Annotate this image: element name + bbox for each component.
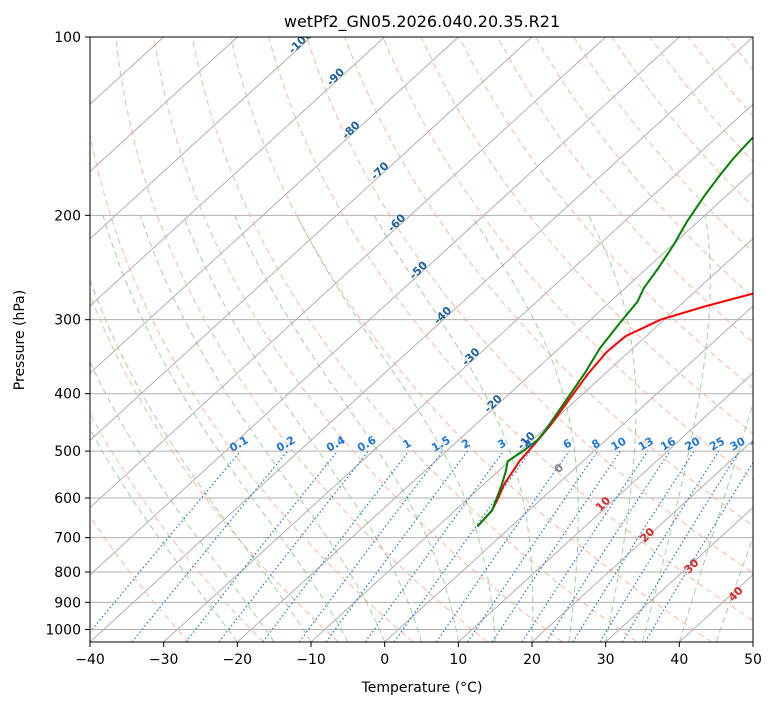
dry-adiabat-line — [268, 37, 753, 622]
isotherm-line — [90, 37, 312, 240]
moist-adiabat-line — [102, 215, 349, 642]
x-tick-label: −20 — [223, 652, 253, 668]
isotherm-line — [90, 37, 238, 173]
isotherm-line — [384, 305, 753, 642]
moist-adiabat-line — [642, 215, 711, 642]
dewpoint-line — [476, 135, 753, 528]
mixing-ratio-label: 36 — [748, 434, 768, 453]
x-tick-label: −30 — [149, 652, 179, 668]
dry-adiabat-line — [344, 37, 753, 527]
dry-adiabat-line — [191, 37, 638, 642]
x-tick-label: 40 — [670, 652, 688, 668]
moist-adiabat-line — [90, 278, 312, 642]
dry-adiabat-line — [115, 37, 488, 642]
mixing-ratio-line — [262, 450, 410, 642]
x-tick-label: 20 — [523, 652, 541, 668]
mixing-ratio-line — [325, 450, 468, 642]
mixing-ratio-line — [364, 450, 505, 642]
moist-adiabat-line — [234, 215, 459, 642]
y-tick-label: 900 — [54, 595, 81, 611]
y-tick-label: 400 — [54, 387, 81, 403]
y-tick-label: 700 — [54, 531, 81, 547]
mixing-ratio-line — [185, 450, 339, 642]
moist-adiabat-line — [90, 360, 275, 642]
moist-adiabat-line — [587, 215, 637, 642]
mixing-ratio-line — [521, 450, 649, 642]
x-tick-label: 0 — [380, 652, 389, 668]
mixing-ratio-line — [572, 450, 695, 642]
mixing-ratio-line — [491, 450, 621, 642]
mixing-ratio-lines — [90, 450, 753, 642]
y-tick-label: 500 — [54, 444, 81, 460]
x-tick-label: 50 — [744, 652, 762, 668]
dry-adiabat-line — [153, 37, 563, 642]
y-tick-label: 600 — [54, 491, 81, 507]
y-axis-label: Pressure (hPa) — [12, 290, 28, 390]
temperature-line — [476, 292, 753, 528]
axis-ticks: −40 −30 −20 −10 0 10 20 30 40 50 100 200 300 400 500 60… — [45, 30, 762, 668]
dry-adiabat-line — [90, 412, 264, 642]
dry-adiabat-line — [90, 515, 190, 642]
isotherm-line — [90, 37, 607, 509]
isotherm-line — [90, 37, 386, 307]
isotherm-line — [236, 170, 753, 642]
x-tick-label: −10 — [296, 652, 326, 668]
dry-adiabat-line — [229, 37, 712, 642]
dry-adiabat-line — [306, 37, 753, 574]
mixing-ratio-line — [131, 450, 289, 642]
dry-adiabat-line — [496, 37, 753, 344]
y-tick-label: 100 — [54, 30, 81, 46]
chart-title: wetPf2_GN05.2026.040.20.35.R21 — [284, 12, 560, 32]
isotherm-line — [310, 237, 753, 642]
isotherm-line — [90, 37, 459, 374]
dry-adiabat-line — [535, 37, 753, 298]
dry-adiabat-line — [382, 37, 753, 481]
mixing-ratio-line — [298, 450, 444, 642]
isotherm-line — [163, 103, 753, 642]
y-tick-label: 1000 — [45, 622, 81, 638]
y-tick-label: 300 — [54, 313, 81, 329]
dry-adiabat-line — [90, 131, 414, 642]
y-tick-label: 800 — [54, 565, 81, 581]
moist-adiabat-line — [373, 215, 534, 642]
isotherm-line — [90, 37, 533, 442]
mixing-ratio-line — [90, 450, 242, 633]
profile-series — [476, 135, 753, 528]
moist-adiabats — [90, 215, 753, 642]
y-tick-label: 200 — [54, 208, 81, 224]
x-tick-label: 10 — [449, 652, 467, 668]
mixing-ratio-line — [621, 450, 740, 642]
mixing-ratio-line — [545, 450, 671, 642]
x-axis-label: Temperature (°C) — [361, 680, 483, 696]
isotherm-line — [531, 439, 753, 642]
x-tick-label: −40 — [75, 652, 105, 668]
moist-adiabat-line — [139, 215, 386, 642]
mixing-ratio-line — [435, 450, 570, 642]
mixing-ratio-line — [466, 450, 599, 642]
plot-frame — [89, 36, 754, 643]
isotherm-line — [457, 372, 753, 642]
x-tick-label: 30 — [597, 652, 615, 668]
moist-adiabat-line — [296, 215, 496, 642]
isotherm-line — [90, 37, 680, 576]
isotherm-line — [605, 506, 753, 642]
moist-adiabat-line — [470, 215, 579, 642]
